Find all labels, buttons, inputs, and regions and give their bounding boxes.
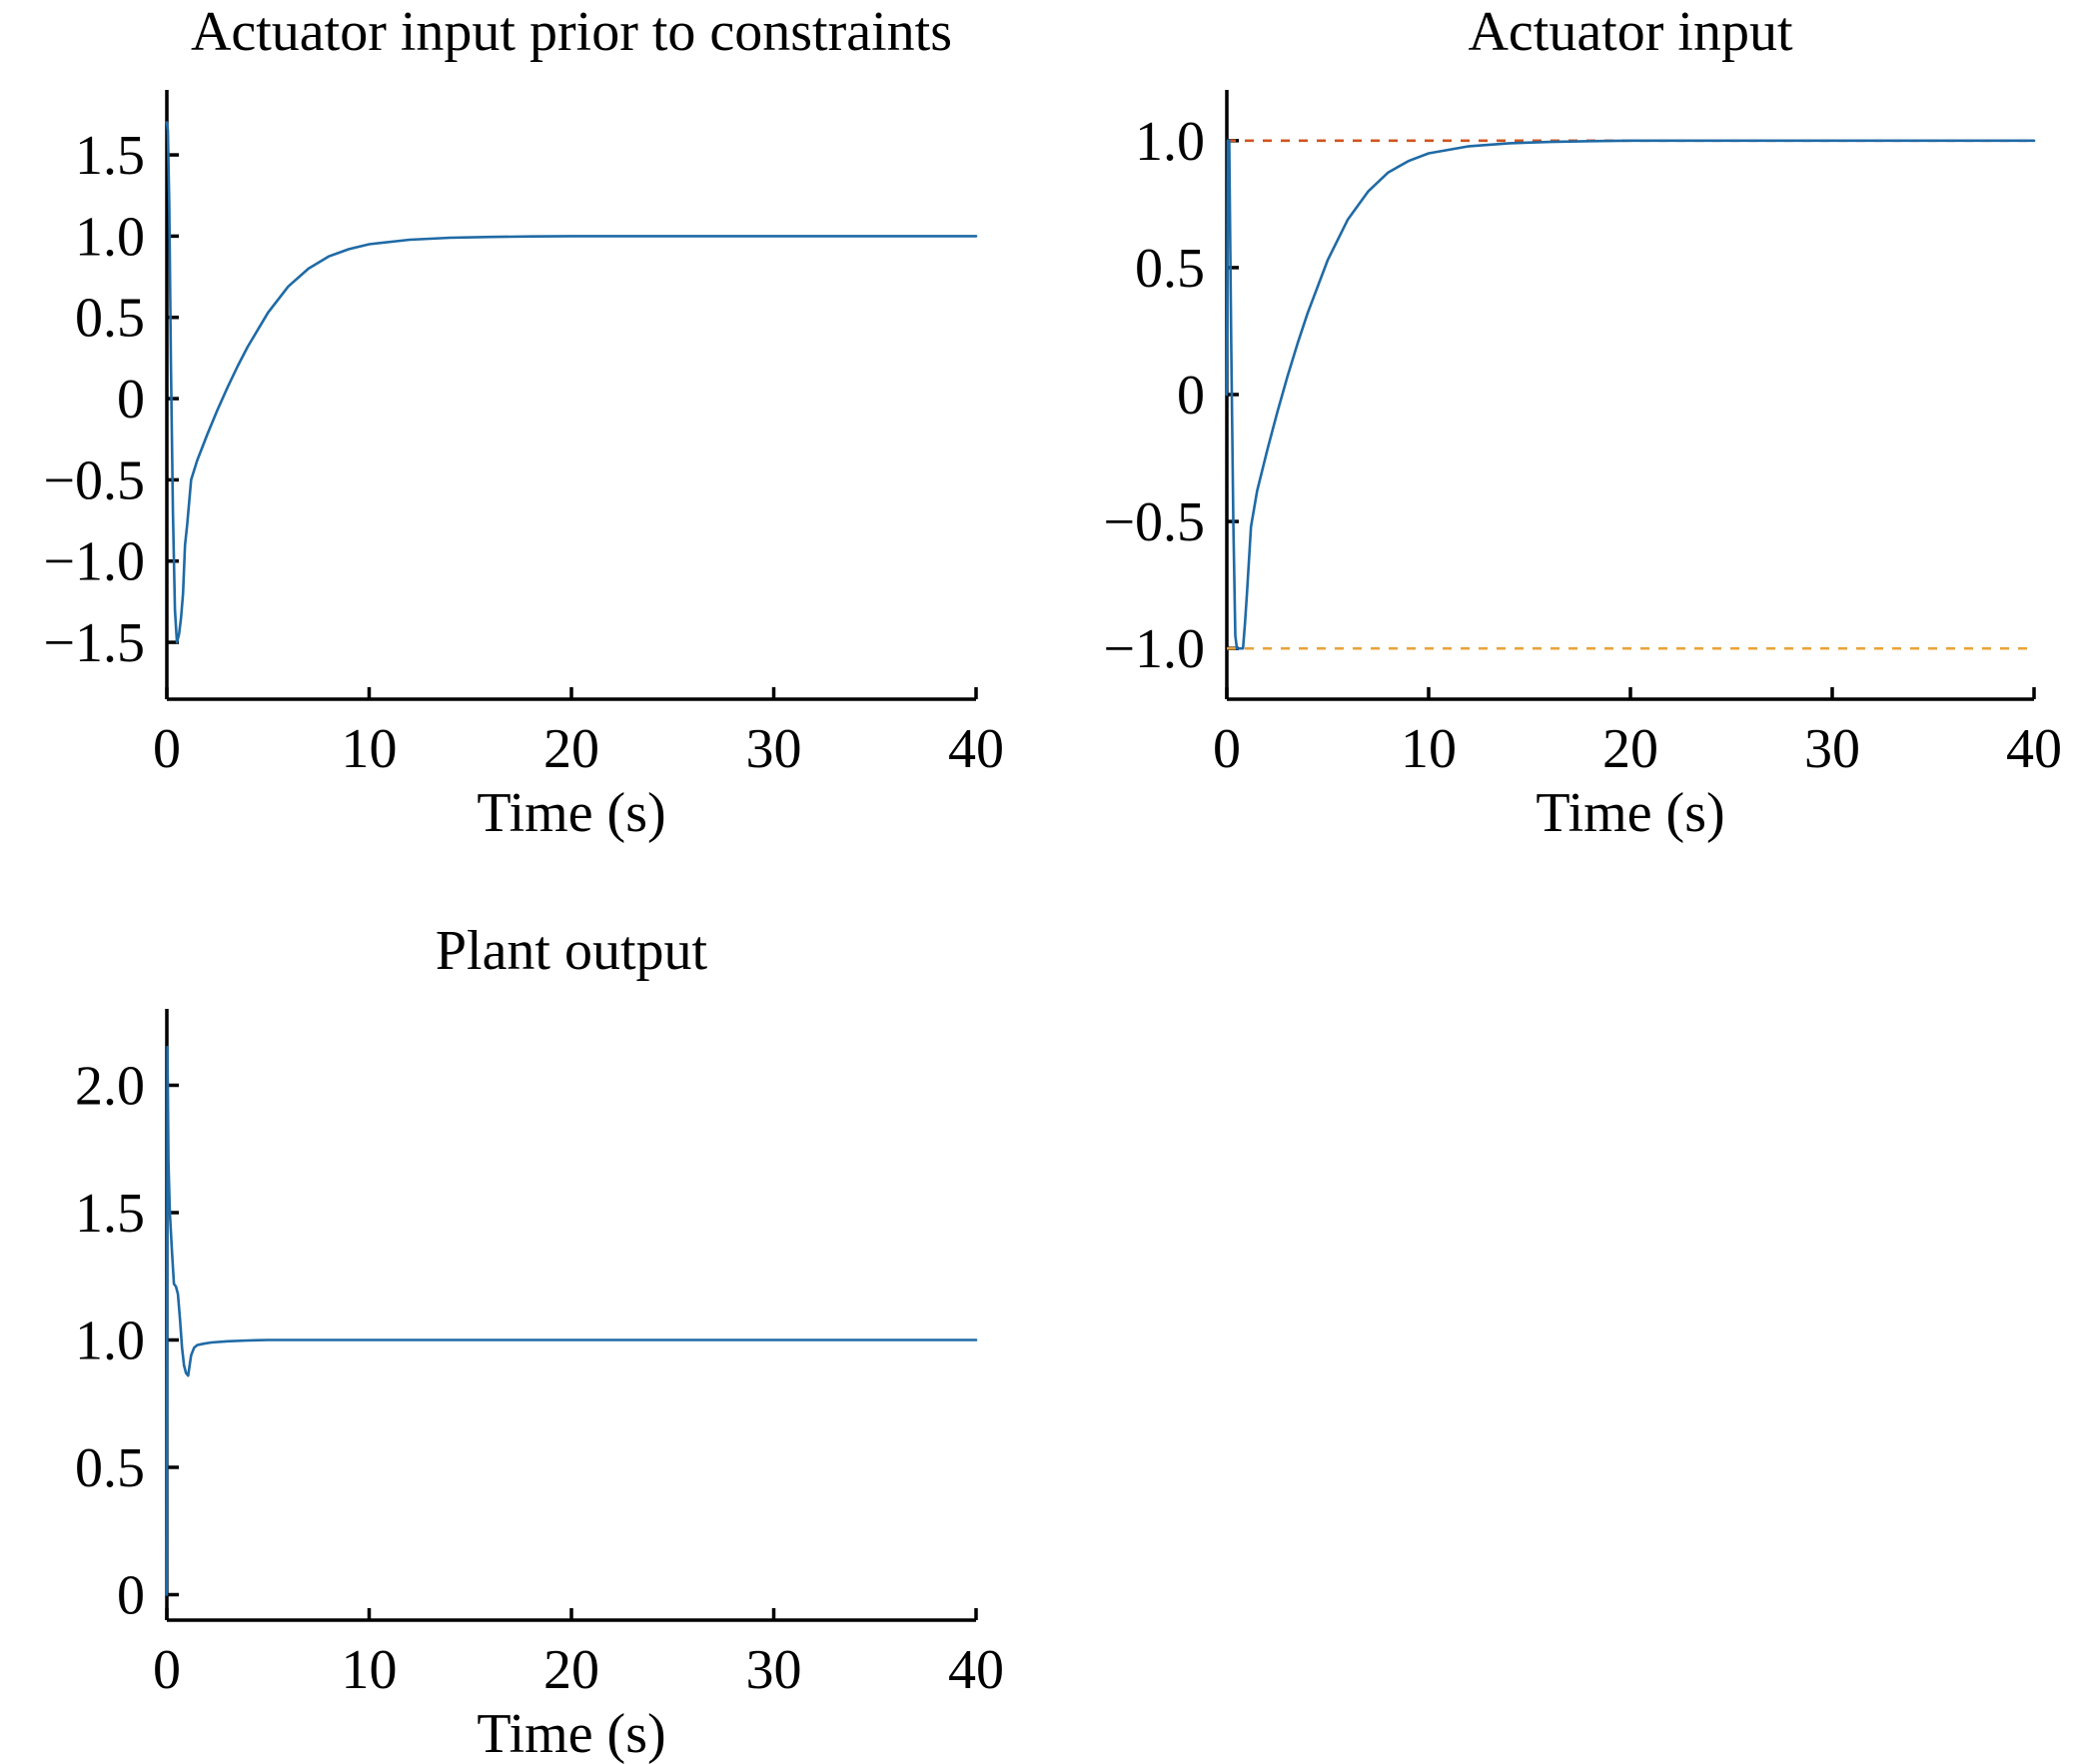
- series-line-1: [165, 1046, 978, 1596]
- y-tick-label: 0: [1177, 365, 1205, 427]
- x-tick-label: 40: [948, 1639, 1004, 1701]
- series-line-1: [165, 121, 978, 644]
- chart-title: Actuator input prior to constraints: [191, 1, 952, 63]
- x-tick-label: 20: [543, 718, 599, 780]
- y-tick-label: 1.5: [75, 125, 145, 187]
- chart-panel-2: Actuator input 0 10 20 30 40 −1.0 −0.5 0 0.5 1.0 Ti…: [1103, 1, 2062, 844]
- chart-title: Plant output: [436, 920, 708, 982]
- chart-title: Actuator input: [1468, 1, 1792, 63]
- x-tick-label: 30: [746, 718, 802, 780]
- x-axis-label: Time (s): [477, 1703, 665, 1764]
- y-tick-label: −1.0: [1103, 618, 1205, 680]
- y-tick-label: 1.0: [1135, 111, 1205, 173]
- x-tick-label: 0: [1213, 718, 1241, 780]
- x-tick-label: 30: [746, 1639, 802, 1701]
- x-tick-label: 0: [153, 1639, 181, 1701]
- y-tick-label: −0.5: [43, 449, 145, 511]
- x-tick-label: 10: [342, 718, 398, 780]
- x-tick-label: 20: [543, 1639, 599, 1701]
- y-tick-label: 1.0: [75, 1311, 145, 1372]
- chart-panel-3: Plant output 0 10 20 30 40 0 0.5 1.0 1.5 2.0 Time (…: [75, 920, 1004, 1764]
- x-tick-label: 30: [1804, 718, 1860, 780]
- y-tick-label: 0.5: [1135, 238, 1205, 300]
- y-tick-label: 1.0: [75, 206, 145, 268]
- y-tick-label: −0.5: [1103, 491, 1205, 553]
- x-axis-label: Time (s): [1536, 782, 1724, 844]
- y-tick-label: 0: [117, 369, 145, 431]
- x-tick-label: 40: [2006, 718, 2062, 780]
- y-tick-label: −1.5: [43, 612, 145, 674]
- y-tick-label: 1.5: [75, 1183, 145, 1245]
- x-axis-label: Time (s): [477, 782, 665, 844]
- x-tick-label: 10: [1401, 718, 1457, 780]
- y-tick-label: 0.5: [75, 288, 145, 350]
- chart-panel-1: Actuator input prior to constraints 0 10 20…: [43, 1, 1004, 844]
- y-tick-label: −1.0: [43, 531, 145, 593]
- series-line-1: [1225, 139, 2036, 650]
- y-tick-label: 2.0: [75, 1056, 145, 1118]
- x-tick-label: 10: [342, 1639, 398, 1701]
- x-tick-label: 20: [1602, 718, 1658, 780]
- x-tick-label: 0: [153, 718, 181, 780]
- x-tick-label: 40: [948, 718, 1004, 780]
- y-tick-label: 0.5: [75, 1437, 145, 1499]
- y-tick-label: 0: [117, 1565, 145, 1627]
